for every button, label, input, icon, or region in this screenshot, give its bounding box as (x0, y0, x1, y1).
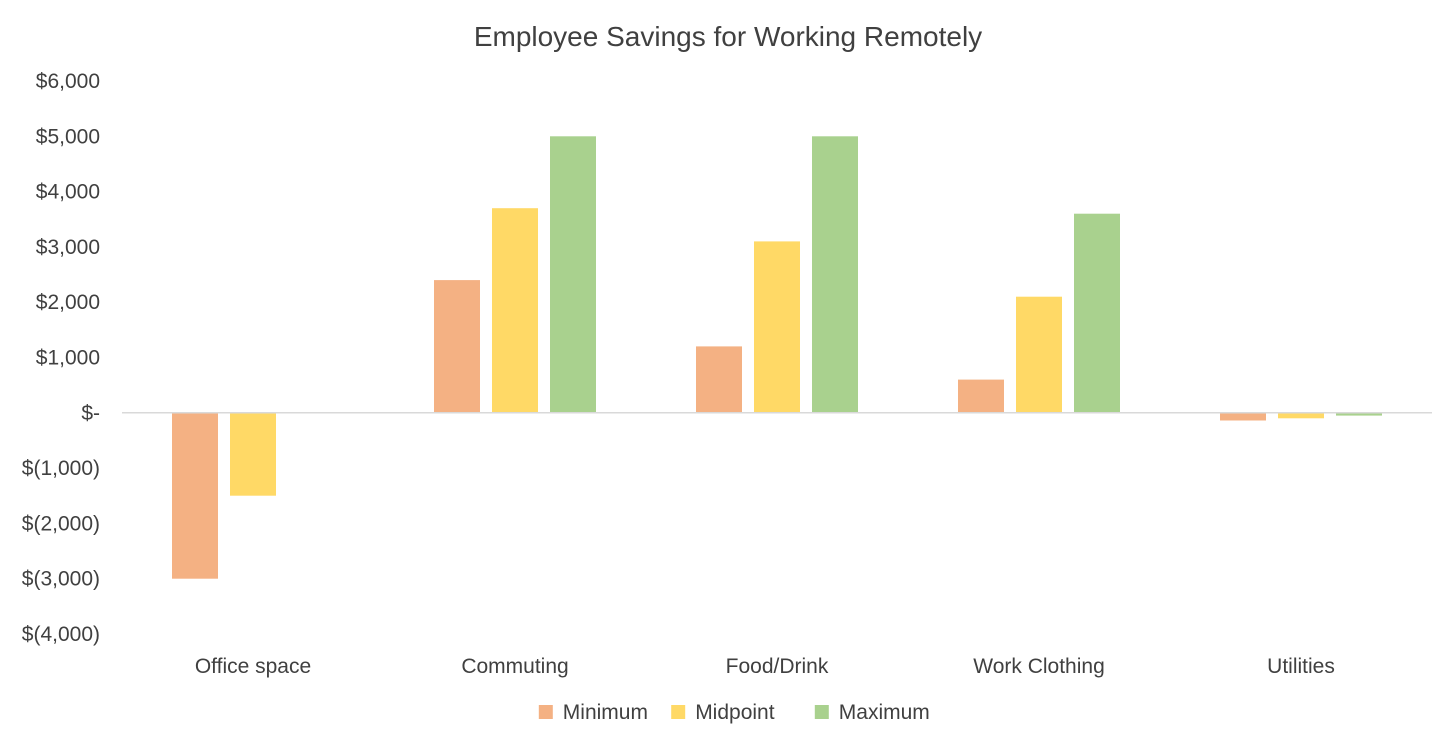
legend-item-maximum: Maximum (814, 701, 930, 724)
bar-food-drink-maximum (812, 136, 858, 413)
bars (172, 136, 1382, 579)
x-axis-labels: Office space Commuting Food/Drink Work Clot… (195, 655, 1335, 678)
bar-office-space-minimum (172, 412, 218, 579)
legend-swatch-midpoint (671, 705, 686, 719)
bar-work-clothing-midpoint (1016, 296, 1062, 413)
legend: Minimum Midpoint Maximum (538, 701, 930, 724)
y-tick-label: $2,000 (36, 291, 100, 314)
legend-swatch-minimum (538, 705, 553, 719)
legend-label-midpoint: Midpoint (695, 701, 775, 724)
bar-food-drink-midpoint (754, 241, 800, 413)
bar-commuting-maximum (550, 136, 596, 413)
y-tick-label: $(2,000) (22, 512, 100, 535)
y-tick-label: $3,000 (36, 236, 100, 259)
bar-utilities-maximum (1336, 412, 1382, 416)
x-label-office-space: Office space (195, 655, 311, 678)
y-tick-label: $1,000 (36, 347, 100, 370)
y-tick-label: $(3,000) (22, 568, 100, 591)
y-axis-ticks: $6,000 $5,000 $4,000 $3,000 $2,000 $1,000 $- $(… (22, 70, 100, 646)
bar-utilities-minimum (1220, 412, 1266, 421)
x-label-work-clothing: Work Clothing (973, 655, 1105, 678)
x-label-utilities: Utilities (1267, 655, 1335, 678)
bar-work-clothing-minimum (958, 379, 1004, 413)
x-label-food-drink: Food/Drink (726, 655, 829, 678)
bar-office-space-midpoint (230, 412, 276, 496)
y-tick-label: $6,000 (36, 70, 100, 93)
legend-swatch-maximum (814, 705, 829, 719)
bar-commuting-midpoint (492, 208, 538, 413)
legend-label-minimum: Minimum (563, 701, 648, 724)
bar-food-drink-minimum (696, 346, 742, 413)
legend-item-minimum: Minimum (538, 701, 648, 724)
bar-work-clothing-maximum (1074, 213, 1120, 413)
legend-item-midpoint: Midpoint (671, 701, 775, 724)
legend-label-maximum: Maximum (839, 701, 930, 724)
x-label-commuting: Commuting (461, 655, 568, 678)
y-tick-label: $(4,000) (22, 623, 100, 646)
y-tick-label: $4,000 (36, 181, 100, 204)
y-tick-label: $(1,000) (22, 457, 100, 480)
bar-utilities-midpoint (1278, 412, 1324, 419)
y-tick-label: $5,000 (36, 125, 100, 148)
bar-commuting-minimum (434, 280, 480, 413)
chart-title: Employee Savings for Working Remotely (474, 21, 982, 52)
y-tick-label: $- (81, 402, 100, 425)
